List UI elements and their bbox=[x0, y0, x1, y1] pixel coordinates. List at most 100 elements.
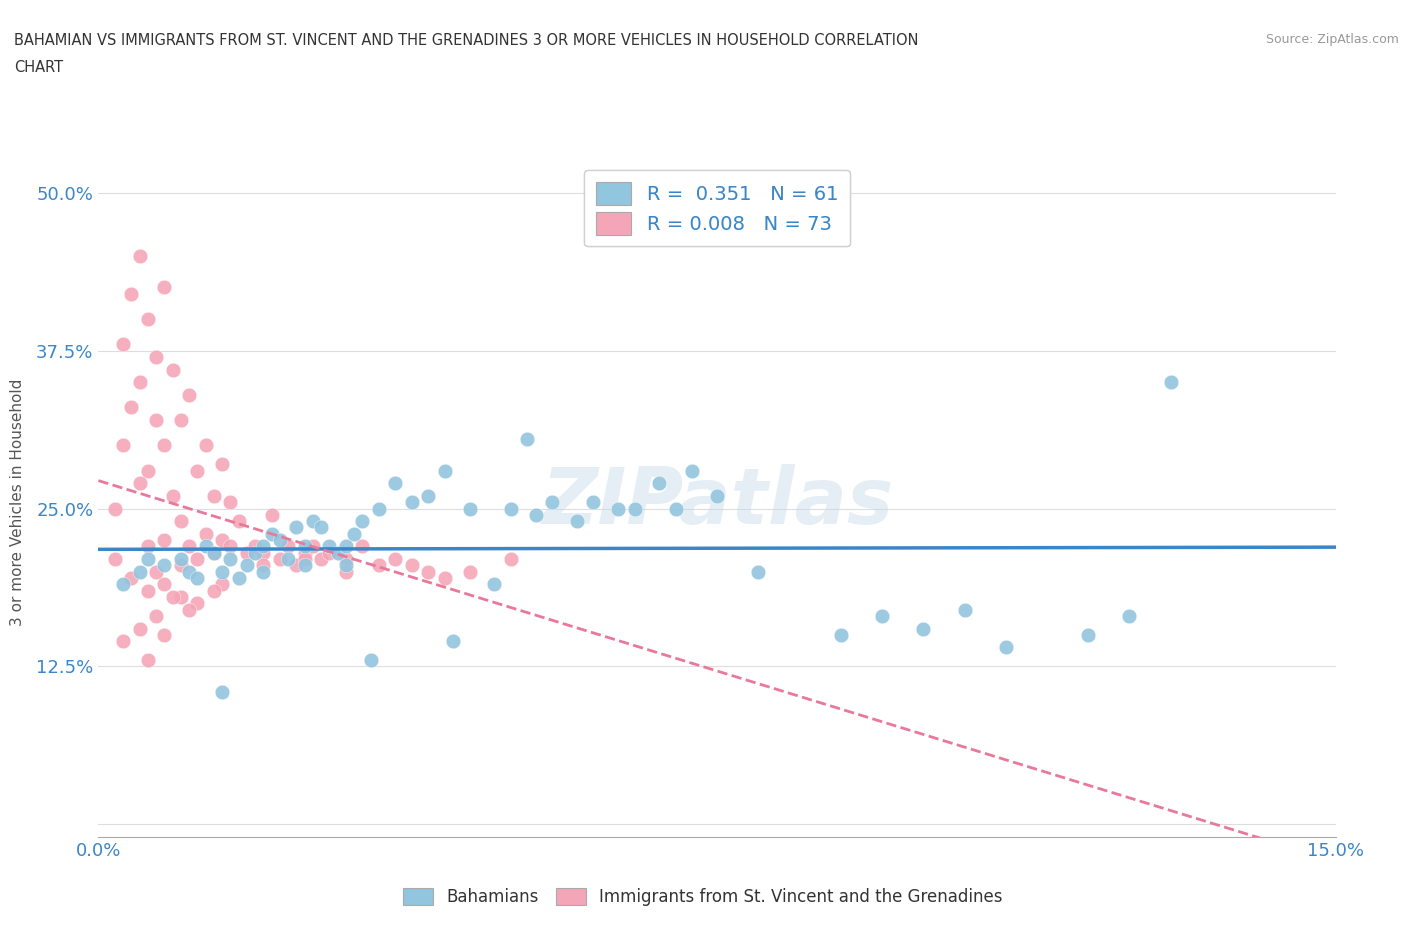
Point bbox=[484, 577, 506, 591]
Point bbox=[607, 501, 630, 516]
Point bbox=[145, 350, 167, 365]
Point bbox=[153, 628, 176, 643]
Point bbox=[384, 476, 406, 491]
Point bbox=[524, 508, 547, 523]
Point bbox=[179, 388, 201, 403]
Point bbox=[367, 501, 389, 516]
Point bbox=[136, 463, 159, 478]
Point bbox=[401, 495, 423, 510]
Point bbox=[194, 438, 217, 453]
Point bbox=[499, 501, 522, 516]
Point bbox=[706, 488, 728, 503]
Point bbox=[285, 520, 308, 535]
Point bbox=[128, 621, 150, 636]
Point bbox=[112, 577, 135, 591]
Point bbox=[211, 577, 233, 591]
Point bbox=[202, 545, 225, 560]
Point bbox=[186, 596, 208, 611]
Point bbox=[136, 583, 159, 598]
Point bbox=[252, 565, 274, 579]
Point bbox=[384, 551, 406, 566]
Point bbox=[145, 413, 167, 428]
Point bbox=[418, 488, 440, 503]
Point bbox=[170, 558, 193, 573]
Point bbox=[186, 463, 208, 478]
Point bbox=[145, 565, 167, 579]
Point bbox=[343, 526, 366, 541]
Point bbox=[541, 495, 564, 510]
Point bbox=[104, 551, 127, 566]
Point bbox=[648, 476, 671, 491]
Point bbox=[136, 653, 159, 668]
Point bbox=[318, 539, 340, 554]
Point bbox=[179, 602, 201, 617]
Point bbox=[153, 558, 176, 573]
Legend: Bahamians, Immigrants from St. Vincent and the Grenadines: Bahamians, Immigrants from St. Vincent a… bbox=[396, 881, 1010, 912]
Point bbox=[162, 590, 184, 604]
Point bbox=[433, 463, 456, 478]
Point bbox=[401, 558, 423, 573]
Point bbox=[211, 684, 233, 699]
Point bbox=[179, 539, 201, 554]
Point bbox=[112, 633, 135, 648]
Point bbox=[269, 533, 291, 548]
Point bbox=[219, 551, 242, 566]
Point bbox=[1118, 608, 1140, 623]
Point bbox=[352, 513, 374, 528]
Point bbox=[277, 539, 299, 554]
Text: ZIPatlas: ZIPatlas bbox=[541, 464, 893, 540]
Point bbox=[623, 501, 645, 516]
Point bbox=[747, 565, 769, 579]
Point bbox=[294, 551, 316, 566]
Point bbox=[153, 533, 176, 548]
Point bbox=[228, 513, 250, 528]
Point bbox=[335, 551, 357, 566]
Point bbox=[285, 558, 308, 573]
Point bbox=[360, 653, 382, 668]
Point bbox=[352, 539, 374, 554]
Point bbox=[211, 565, 233, 579]
Point bbox=[170, 590, 193, 604]
Point bbox=[294, 558, 316, 573]
Point bbox=[1160, 375, 1182, 390]
Point bbox=[565, 513, 588, 528]
Point bbox=[458, 565, 481, 579]
Point bbox=[236, 545, 259, 560]
Point bbox=[236, 558, 259, 573]
Point bbox=[326, 545, 349, 560]
Point bbox=[211, 457, 233, 472]
Point bbox=[186, 571, 208, 586]
Point bbox=[104, 501, 127, 516]
Point bbox=[870, 608, 893, 623]
Point bbox=[128, 248, 150, 263]
Point bbox=[309, 551, 332, 566]
Point bbox=[252, 545, 274, 560]
Point bbox=[994, 640, 1017, 655]
Point bbox=[1077, 628, 1099, 643]
Point bbox=[202, 488, 225, 503]
Point bbox=[252, 558, 274, 573]
Point bbox=[309, 520, 332, 535]
Point bbox=[136, 551, 159, 566]
Point bbox=[128, 565, 150, 579]
Point bbox=[458, 501, 481, 516]
Point bbox=[252, 539, 274, 554]
Point bbox=[179, 565, 201, 579]
Point bbox=[186, 551, 208, 566]
Point bbox=[912, 621, 935, 636]
Point bbox=[335, 565, 357, 579]
Point bbox=[128, 375, 150, 390]
Point bbox=[211, 533, 233, 548]
Point bbox=[277, 551, 299, 566]
Point bbox=[294, 545, 316, 560]
Point bbox=[243, 539, 266, 554]
Point bbox=[516, 432, 538, 446]
Point bbox=[433, 571, 456, 586]
Text: Source: ZipAtlas.com: Source: ZipAtlas.com bbox=[1265, 33, 1399, 46]
Point bbox=[243, 545, 266, 560]
Point bbox=[681, 463, 703, 478]
Point bbox=[136, 539, 159, 554]
Point bbox=[219, 495, 242, 510]
Point bbox=[153, 438, 176, 453]
Text: BAHAMIAN VS IMMIGRANTS FROM ST. VINCENT AND THE GRENADINES 3 OR MORE VEHICLES IN: BAHAMIAN VS IMMIGRANTS FROM ST. VINCENT … bbox=[14, 33, 918, 47]
